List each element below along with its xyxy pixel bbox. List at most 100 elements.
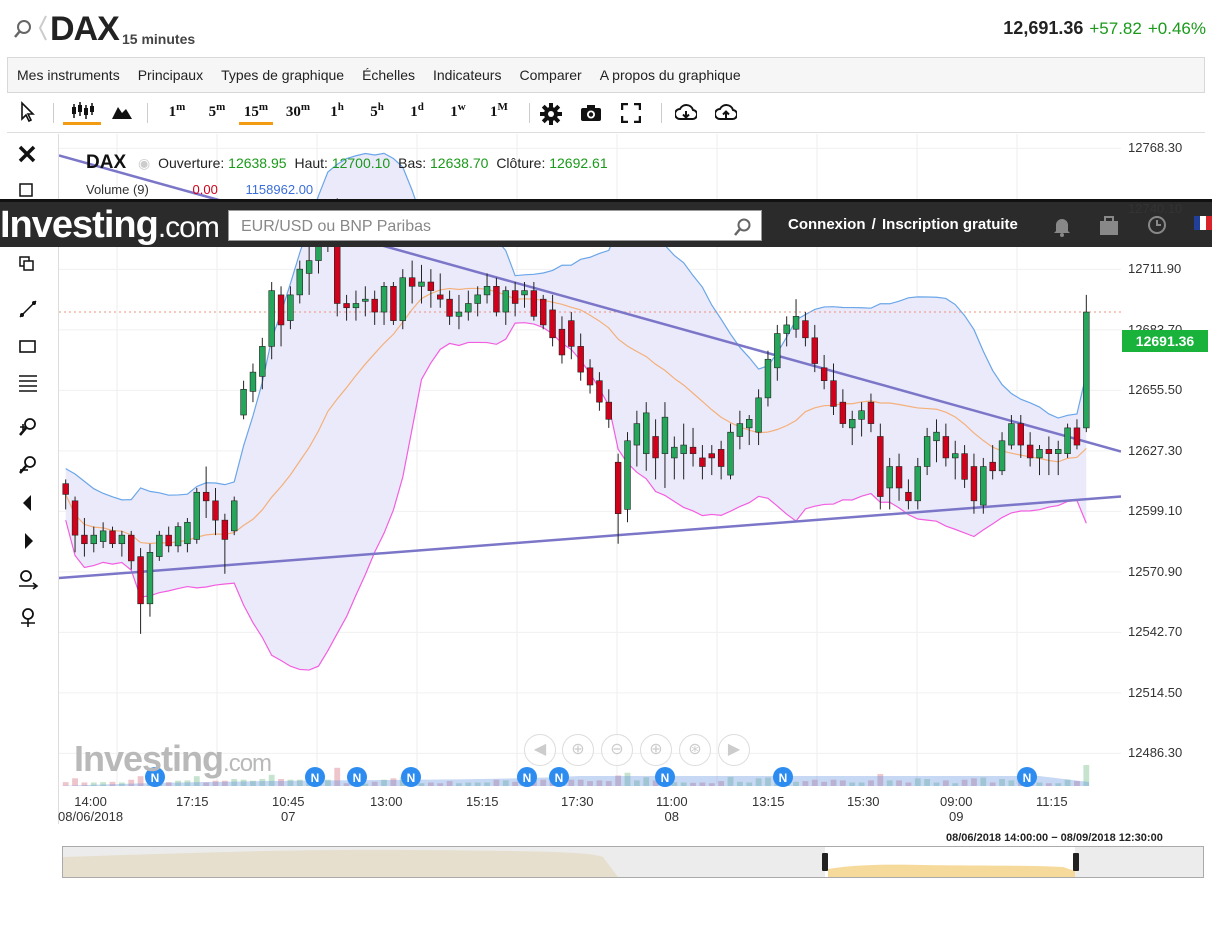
candle-body	[820, 367, 828, 381]
candle-body	[577, 346, 584, 373]
timeframe-1d[interactable]: 1d	[410, 101, 424, 120]
investing-logo[interactable]: Investing.com	[0, 204, 220, 246]
volume-bar	[193, 776, 200, 786]
fullscreen-icon[interactable]	[620, 102, 642, 128]
candle-body	[530, 290, 538, 317]
news-marker-icon	[401, 767, 421, 787]
volume-bar	[474, 782, 481, 786]
candlestick-chart-icon[interactable]	[63, 101, 101, 125]
news-marker-icon	[773, 767, 793, 787]
volume-bar	[793, 781, 799, 786]
trendline-tool-icon[interactable]	[17, 298, 39, 320]
volume-bar	[465, 782, 472, 786]
download-icon[interactable]	[674, 103, 699, 128]
volume-bar	[624, 772, 631, 786]
volume-bar	[989, 782, 996, 786]
rectangle-tool-icon[interactable]	[17, 336, 39, 358]
chart-scroll-right-control[interactable]: ▶	[718, 734, 750, 766]
volume-bar	[259, 779, 266, 786]
volume-bar	[109, 781, 116, 786]
scroll-right-icon[interactable]	[17, 530, 39, 552]
timeframe-1w[interactable]: 1w	[450, 101, 466, 120]
area-chart-icon[interactable]	[111, 103, 133, 126]
timeframe-1m[interactable]: 1m	[168, 101, 186, 120]
menu-item-indicateurs[interactable]: Indicateurs	[432, 67, 502, 83]
zoom-range-icon[interactable]	[17, 568, 39, 590]
layers-icon[interactable]	[17, 254, 39, 276]
volume-bar	[90, 782, 97, 786]
volume-bar	[128, 779, 135, 786]
candle-body	[614, 461, 622, 515]
candle-body	[343, 303, 350, 309]
auth-links: Connexion / Inscription gratuite	[788, 216, 1018, 233]
edit-icon[interactable]	[17, 180, 39, 202]
timeframe-1h[interactable]: 1h	[330, 101, 344, 120]
chart-zoom-in-control[interactable]: ⊕	[562, 734, 594, 766]
bell-icon[interactable]	[1052, 215, 1072, 242]
legend-visibility-icon[interactable]: ◉	[138, 155, 151, 171]
chart-scroll-left-control[interactable]: ◀	[524, 734, 556, 766]
price-axis	[1120, 134, 1212, 824]
menu-item-comparer[interactable]: Comparer	[519, 67, 582, 83]
time-tick-label: 13:00	[370, 794, 403, 809]
clock-icon[interactable]	[1146, 214, 1168, 241]
volume-bar	[942, 780, 949, 786]
cursor-icon[interactable]	[19, 101, 37, 128]
menu-item-a-propos[interactable]: A propos du graphique	[599, 67, 741, 83]
candle-body	[455, 311, 463, 317]
search-icon[interactable]	[733, 217, 753, 237]
zoom-out-icon[interactable]	[17, 454, 39, 476]
candle-body	[540, 298, 547, 326]
signup-link[interactable]: Inscription gratuite	[882, 216, 1018, 233]
volume-bar	[980, 777, 987, 786]
zoom-in-icon[interactable]	[17, 416, 39, 438]
timeframe-30m[interactable]: 30m	[285, 101, 311, 120]
menu-item-mes-instruments[interactable]: Mes instruments	[17, 67, 120, 83]
menu-item-principaux[interactable]: Principaux	[137, 67, 204, 83]
time-navigator[interactable]	[62, 846, 1204, 878]
chart-reset-control[interactable]: ⊛	[679, 734, 711, 766]
chart-zoom-range-control[interactable]: ⊕	[640, 734, 672, 766]
fibonacci-tool-icon[interactable]	[17, 372, 39, 394]
menu-item-types-de-graphique[interactable]: Types de graphique	[221, 67, 345, 83]
candle-body	[137, 556, 144, 605]
candle-body	[895, 466, 903, 489]
navigator-right-handle[interactable]	[1073, 853, 1079, 871]
site-search-input[interactable]: EUR/USD ou BNP Paribas	[228, 210, 762, 241]
volume-legend: Volume (9) 0.00 1158962.00	[86, 182, 313, 197]
volume-bar	[765, 777, 771, 786]
navigator-left-handle[interactable]	[822, 853, 828, 871]
login-link[interactable]: Connexion	[788, 216, 866, 233]
upload-icon[interactable]	[714, 103, 739, 128]
volume-bar	[971, 778, 977, 786]
price-change: +57.82	[1089, 19, 1142, 38]
timeframe-1M[interactable]: 1M	[490, 101, 508, 120]
candle-body	[296, 268, 303, 296]
price-tick-label: 12768.30	[1128, 140, 1183, 156]
portfolio-icon[interactable]	[1098, 215, 1120, 242]
volume-extra-value: 1158962.00	[245, 182, 314, 197]
timeframe-15m[interactable]: 15m	[239, 101, 273, 125]
search-icon[interactable]	[12, 18, 34, 45]
navigator-date-range: 08/06/2018 14:00:00 − 08/09/2018 12:30:0…	[946, 832, 1163, 844]
scroll-left-icon[interactable]	[17, 492, 39, 514]
timeframe-5m[interactable]: 5m	[208, 101, 226, 120]
legend-close-label: Clôture:	[496, 155, 546, 171]
candle-body	[605, 401, 612, 420]
price-tick-label: 12627.30	[1128, 442, 1183, 458]
timeframe-5h[interactable]: 5h	[370, 101, 384, 120]
volume-bar	[437, 783, 444, 786]
candle-body	[62, 483, 69, 495]
candle-body	[81, 534, 88, 545]
france-flag-icon[interactable]	[1194, 216, 1212, 235]
candle-body	[717, 449, 725, 467]
chart-zoom-out-control[interactable]: ⊖	[601, 734, 633, 766]
close-icon[interactable]	[17, 144, 39, 166]
settings-gear-icon[interactable]	[540, 103, 562, 130]
time-tick-label: 09:00 09	[940, 794, 973, 824]
reset-zoom-icon[interactable]	[17, 606, 39, 628]
menu-item-echelles[interactable]: Échelles	[362, 67, 415, 83]
camera-icon[interactable]	[580, 104, 602, 127]
